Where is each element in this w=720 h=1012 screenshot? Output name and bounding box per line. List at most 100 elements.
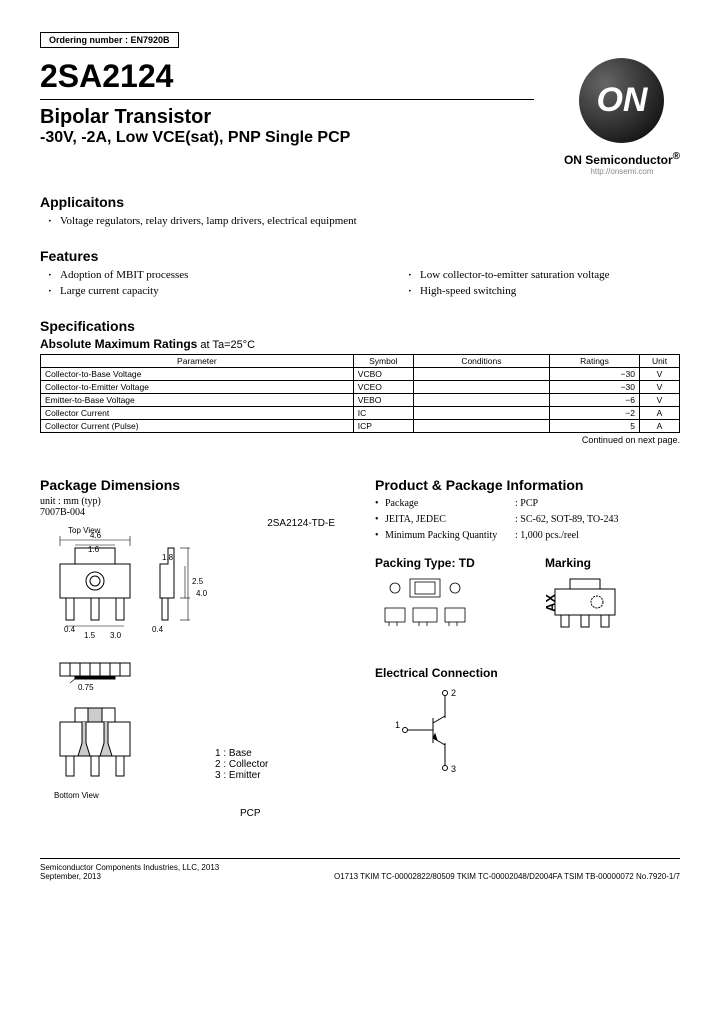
table-cell [413, 380, 549, 393]
pin-1-label: 1 [395, 720, 400, 730]
pkg-code: 7007B-004 [40, 507, 345, 518]
table-cell: VCBO [353, 367, 413, 380]
table-cell [413, 419, 549, 432]
table-cell: −30 [550, 380, 640, 393]
table-cell: Collector Current [41, 406, 354, 419]
table-row: Collector-to-Emitter VoltageVCEO−30V [41, 380, 680, 393]
table-cell [413, 406, 549, 419]
elec-title: Electrical Connection [375, 666, 680, 680]
dim-tab: 1.8 [162, 553, 174, 562]
table-cell: −6 [550, 393, 640, 406]
th-parameter: Parameter [41, 354, 354, 367]
table-cell: VCEO [353, 380, 413, 393]
info-value: : SC-62, SOT-89, TO-243 [515, 514, 618, 525]
footer: Semiconductor Components Industries, LLC… [40, 858, 680, 881]
dim-wi: 1.6 [88, 545, 100, 554]
prod-info-title: Product & Package Information [375, 477, 680, 493]
packing-title: Packing Type: TD [375, 556, 485, 570]
table-cell [413, 367, 549, 380]
dim-lh: 4.0 [196, 589, 208, 598]
brand-name: ON Semiconductor® [564, 151, 680, 167]
elec-connection-diagram: 2 1 3 [375, 688, 505, 778]
table-cell: A [640, 419, 680, 432]
pkg-dim-title: Package Dimensions [40, 477, 345, 493]
specifications-title: Specifications [40, 318, 680, 334]
dim-lw2: 0.4 [152, 625, 164, 634]
pkg-unit: unit : mm (typ) [40, 496, 345, 507]
title-block: 2SA2124 Bipolar Transistor -30V, -2A, Lo… [40, 58, 534, 176]
info-value: : 1,000 pcs./reel [515, 530, 579, 541]
info-jeita: JEITA, JEDEC: SC-62, SOT-89, TO-243 [375, 512, 680, 528]
table-cell: 5 [550, 419, 640, 432]
info-mpq: Minimum Packing Quantity: 1,000 pcs./ree… [375, 528, 680, 544]
brand-sup: ® [673, 151, 680, 162]
dim-lw1: 0.4 [64, 625, 76, 634]
spec-table: Parameter Symbol Conditions Ratings Unit… [40, 354, 680, 433]
table-cell [413, 393, 549, 406]
bottom-view-label: Bottom View [54, 791, 99, 800]
th-ratings: Ratings [550, 354, 640, 367]
feature-item: Adoption of MBIT processes [52, 267, 320, 284]
ordering-number-box: Ordering number : EN7920B [40, 32, 179, 48]
pin-2: 2 : Collector [215, 759, 268, 770]
subtitle: Bipolar Transistor [40, 106, 534, 129]
info-label: JEITA, JEDEC [385, 512, 515, 528]
table-cell: Collector-to-Base Voltage [41, 367, 354, 380]
pcp-label: PCP [240, 808, 261, 819]
pin-2-label: 2 [451, 688, 456, 698]
pin-legend: 1 : Base 2 : Collector 3 : Emitter [215, 748, 268, 781]
table-cell: Emitter-to-Base Voltage [41, 393, 354, 406]
footer-date: September, 2013 [40, 872, 219, 881]
pkg-part-label: 2SA2124-TD-E [267, 518, 335, 529]
info-value: : PCP [515, 498, 538, 509]
abs-max-label: Absolute Maximum Ratings [40, 337, 197, 351]
table-cell: IC [353, 406, 413, 419]
footer-company: Semiconductor Components Industries, LLC… [40, 863, 219, 872]
dim-gap: 1.5 [84, 631, 96, 640]
features-title: Features [40, 248, 680, 264]
on-logo-icon: ON [579, 58, 664, 143]
dim-pitch: 3.0 [110, 631, 122, 640]
title-rule [40, 99, 534, 100]
table-row: Collector Current (Pulse)ICP 5A [41, 419, 680, 432]
pin-3-label: 3 [451, 764, 456, 774]
continued-note: Continued on next page. [40, 435, 680, 445]
pin-1: 1 : Base [215, 748, 268, 759]
pin-3: 3 : Emitter [215, 770, 268, 781]
prod-info-list: Package: PCP JEITA, JEDEC: SC-62, SOT-89… [375, 496, 680, 544]
part-number: 2SA2124 [40, 58, 534, 95]
abs-max-title: Absolute Maximum Ratings at Ta=25°C [40, 337, 680, 351]
abs-max-cond: at Ta=25°C [197, 339, 255, 351]
top-view-label: Top View [68, 526, 100, 535]
table-cell: A [640, 406, 680, 419]
header-row: 2SA2124 Bipolar Transistor -30V, -2A, Lo… [40, 58, 680, 176]
feature-item: Large current capacity [52, 283, 320, 300]
packing-diagram [375, 576, 485, 631]
package-diagram: 2SA2124-TD-E Top View [40, 518, 345, 838]
table-cell: ICP [353, 419, 413, 432]
dim-hb: 2.5 [192, 577, 204, 586]
marking-diagram: AX [545, 576, 635, 631]
th-symbol: Symbol [353, 354, 413, 367]
table-cell: V [640, 393, 680, 406]
info-label: Package [385, 496, 515, 512]
table-row: Collector CurrentIC−2A [41, 406, 680, 419]
brand-url: http://onsemi.com [564, 167, 680, 176]
table-cell: −30 [550, 367, 640, 380]
applications-title: Applicaitons [40, 194, 680, 210]
dim-thick: 0.75 [78, 683, 94, 692]
th-unit: Unit [640, 354, 680, 367]
th-conditions: Conditions [413, 354, 549, 367]
table-row: Collector-to-Base VoltageVCBO−30V [41, 367, 680, 380]
logo-block: ON ON Semiconductor® http://onsemi.com [534, 58, 680, 176]
table-cell: V [640, 380, 680, 393]
table-cell: VEBO [353, 393, 413, 406]
info-label: Minimum Packing Quantity [385, 528, 515, 544]
table-cell: Collector Current (Pulse) [41, 419, 354, 432]
application-item: Voltage regulators, relay drivers, lamp … [52, 213, 680, 230]
package-svg: 4.6 1.6 2.5 4.0 1.8 [40, 518, 345, 828]
info-package: Package: PCP [375, 496, 680, 512]
features-right: Low collector-to-emitter saturation volt… [400, 267, 680, 300]
marking-text: AX [545, 593, 558, 611]
feature-item: Low collector-to-emitter saturation volt… [412, 267, 680, 284]
